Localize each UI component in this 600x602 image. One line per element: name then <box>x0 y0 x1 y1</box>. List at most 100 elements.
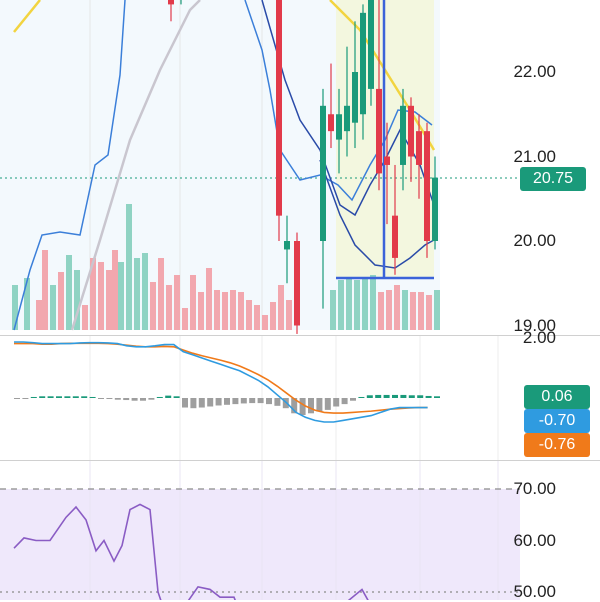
macd-histogram-bar <box>425 395 432 398</box>
candle-body <box>352 72 358 123</box>
macd-histogram-bar <box>299 398 306 415</box>
price-axis-label: 20.00 <box>513 231 556 250</box>
volume-bar <box>24 278 30 330</box>
macd-histogram-bar <box>392 394 398 398</box>
macd-histogram-bar <box>308 398 314 414</box>
candle-body <box>360 12 366 115</box>
rsi-axis-label: 60.00 <box>513 531 556 550</box>
volume-bar <box>370 275 376 330</box>
volume-bar <box>90 258 96 330</box>
volume-bar <box>386 290 392 330</box>
candle-body <box>432 177 438 241</box>
volume-bar <box>58 272 64 330</box>
volume-bar <box>36 300 42 330</box>
macd-histogram-bar <box>140 398 146 401</box>
macd-line-badge: -0.70 <box>524 409 590 433</box>
macd-histogram-bar <box>257 398 264 404</box>
volume-bar <box>402 290 408 330</box>
macd-histogram-bar <box>14 398 20 399</box>
price-axis-label: 19.00 <box>513 316 556 335</box>
bollinger-upper-band <box>244 0 433 202</box>
macd-histogram-bar <box>215 398 222 406</box>
macd-histogram-bar <box>198 398 205 408</box>
macd-histogram-bar <box>81 396 88 398</box>
volume-bar <box>74 270 80 330</box>
macd-histogram-bar <box>64 396 71 398</box>
volume-bar <box>198 292 204 330</box>
macd-axis-label: 2.00 <box>522 328 556 347</box>
volume-bar <box>190 275 196 330</box>
volume-bar <box>354 280 360 330</box>
macd-histogram-bar <box>316 398 323 412</box>
volume-bar <box>286 300 292 330</box>
moving-average-yellow <box>13 0 41 33</box>
candle-body <box>416 131 422 165</box>
macd-histogram-bar <box>89 396 96 398</box>
pane-divider <box>0 335 600 336</box>
macd-histogram-bar <box>156 396 163 398</box>
volume-bar <box>222 292 228 330</box>
volume-bar <box>82 305 88 330</box>
volume-bar <box>42 250 48 330</box>
macd-histogram-bar <box>114 398 121 400</box>
candle-body <box>392 215 398 258</box>
volume-bar <box>418 292 424 330</box>
macd-histogram-bar <box>173 396 180 398</box>
volume-bar <box>12 285 18 330</box>
macd-histogram-bar <box>39 396 46 398</box>
macd-histogram-bar <box>291 398 298 414</box>
macd-histogram-bar <box>56 396 62 398</box>
macd-histogram-bar <box>240 398 247 404</box>
macd-histogram-badge: 0.06 <box>524 385 590 409</box>
macd-histogram-bar <box>106 398 113 399</box>
volume-bar <box>142 253 148 330</box>
macd-histogram-bar <box>333 398 340 407</box>
volume-bar <box>66 255 72 330</box>
volume-bar <box>118 262 124 330</box>
bollinger-middle-band <box>261 0 435 217</box>
macd-histogram-bar <box>417 395 424 398</box>
macd-chart[interactable] <box>0 336 600 460</box>
macd-histogram-bar <box>375 394 382 398</box>
macd-histogram-bar <box>207 398 214 407</box>
bollinger-upper-band <box>13 0 126 331</box>
volume-bar <box>166 285 172 330</box>
candle-body <box>408 105 414 157</box>
volume-bar <box>426 295 432 330</box>
rsi-line <box>13 503 369 600</box>
macd-histogram-bar <box>30 396 37 398</box>
price-axis-label: 21.00 <box>513 147 556 166</box>
macd-histogram-bar <box>98 398 104 399</box>
volume-bar <box>182 308 188 330</box>
macd-histogram-bar <box>249 398 256 404</box>
macd-histogram-bar <box>47 396 54 398</box>
candle-body <box>400 105 406 165</box>
macd-histogram-bar <box>72 396 79 398</box>
volume-bar <box>158 258 164 330</box>
volume-bar <box>270 302 276 330</box>
price-chart[interactable] <box>0 0 600 335</box>
candle-body <box>276 0 282 216</box>
volume-bar <box>330 290 336 330</box>
price-pane[interactable]: 22.00 21.00 20.00 19.00 20.75 <box>0 0 600 335</box>
macd-histogram-bar <box>350 398 356 401</box>
macd-pane[interactable]: 2.00 0.06 -0.70 -0.76 <box>0 328 600 460</box>
candle-body <box>344 105 350 132</box>
macd-histogram-bar <box>434 396 440 398</box>
volume-bar <box>126 204 132 330</box>
volume-bar <box>246 300 252 330</box>
volume-bar <box>206 268 212 330</box>
macd-histogram-bar <box>123 398 130 401</box>
candle-body <box>424 131 430 241</box>
macd-histogram-bar <box>182 398 188 408</box>
volume-bar <box>98 262 104 330</box>
rsi-chart[interactable] <box>0 461 600 600</box>
rsi-pane[interactable]: 70.00 60.00 50.00 <box>0 461 600 601</box>
volume-bar <box>214 290 220 330</box>
price-axis-label: 22.00 <box>513 62 556 81</box>
rsi-axis-label: 50.00 <box>513 582 556 601</box>
macd-histogram-bar <box>165 395 172 398</box>
macd-line <box>14 341 428 423</box>
candle-body <box>284 241 290 250</box>
volume-bar <box>238 292 244 330</box>
